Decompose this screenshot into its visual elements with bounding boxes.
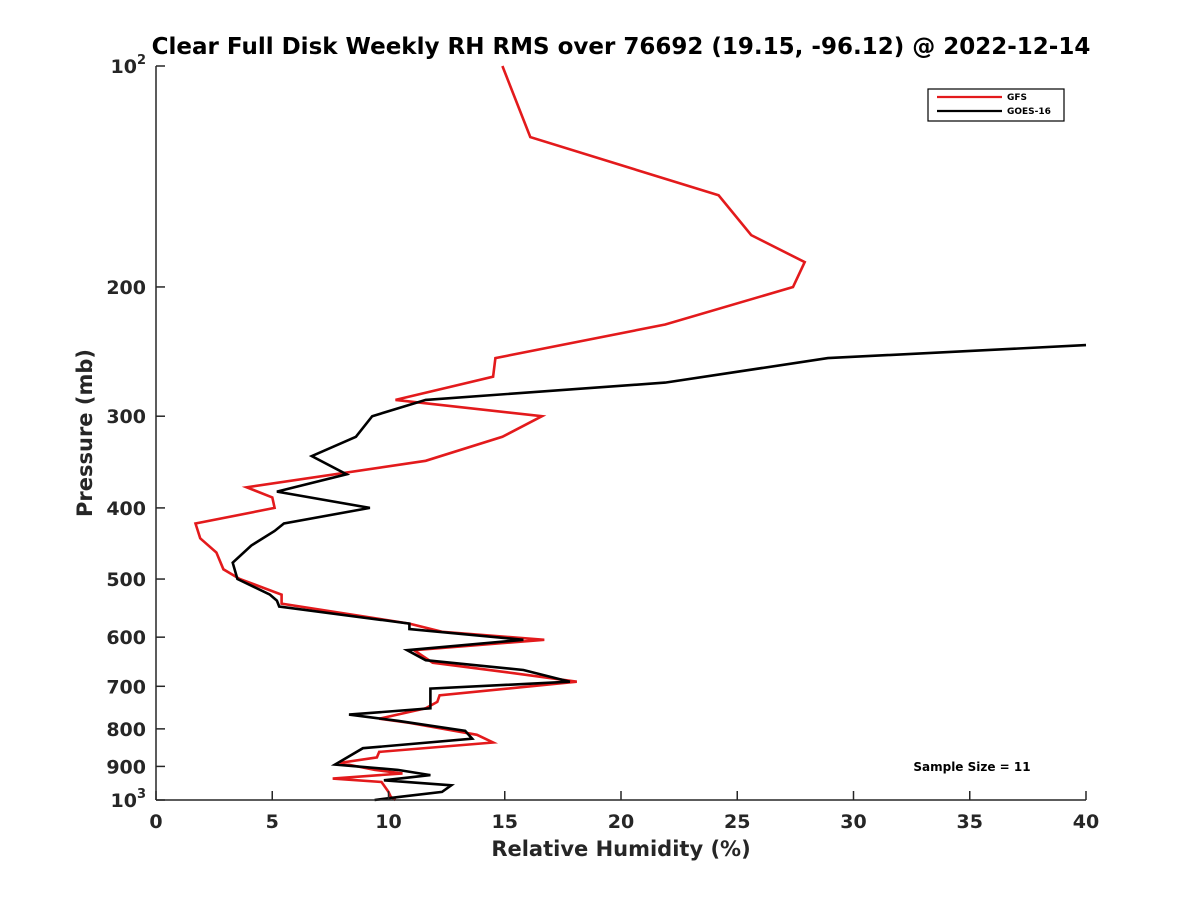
chart-title: Clear Full Disk Weekly RH RMS over 76692… bbox=[152, 34, 1091, 60]
y-tick-label: 300 bbox=[106, 406, 146, 428]
x-tick-label: 35 bbox=[957, 811, 983, 833]
x-tick-label: 10 bbox=[375, 811, 401, 833]
x-axis-title: Relative Humidity (%) bbox=[491, 837, 750, 861]
legend-label-goes16: GOES-16 bbox=[1007, 107, 1051, 117]
plot-series bbox=[193, 65, 1087, 802]
y-axis-title: Pressure (mb) bbox=[73, 349, 97, 517]
y-tick-label: 400 bbox=[106, 498, 146, 520]
x-tick-label: 30 bbox=[840, 811, 866, 833]
y-tick-label: 700 bbox=[106, 676, 146, 698]
y-ticks: 102 200 300 400 500 600 700 800 900 103 bbox=[106, 53, 165, 812]
y-tick-label: 900 bbox=[106, 756, 146, 778]
legend-box bbox=[927, 88, 1065, 122]
x-tick-label: 25 bbox=[724, 811, 750, 833]
legend: GFS GOES-16 bbox=[927, 88, 1065, 122]
x-tick-label: 5 bbox=[266, 811, 279, 833]
series-line-goes16 bbox=[231, 343, 1087, 802]
sample-size-annotation: Sample Size = 11 bbox=[913, 760, 1030, 774]
x-tick-label: 15 bbox=[492, 811, 518, 833]
y-tick-label: 500 bbox=[106, 569, 146, 591]
x-tick-label: 20 bbox=[608, 811, 634, 833]
y-tick-label: 102 bbox=[111, 53, 147, 78]
y-tick-label: 600 bbox=[106, 627, 146, 649]
x-tick-label: 40 bbox=[1073, 811, 1099, 833]
y-tick-label: 103 bbox=[111, 787, 147, 812]
y-tick-label: 800 bbox=[106, 719, 146, 741]
x-tick-label: 0 bbox=[149, 811, 162, 833]
x-ticks: 0 5 10 15 20 25 30 35 40 bbox=[149, 791, 1099, 833]
y-tick-label: 200 bbox=[106, 277, 146, 299]
legend-label-gfs: GFS bbox=[1007, 93, 1027, 103]
